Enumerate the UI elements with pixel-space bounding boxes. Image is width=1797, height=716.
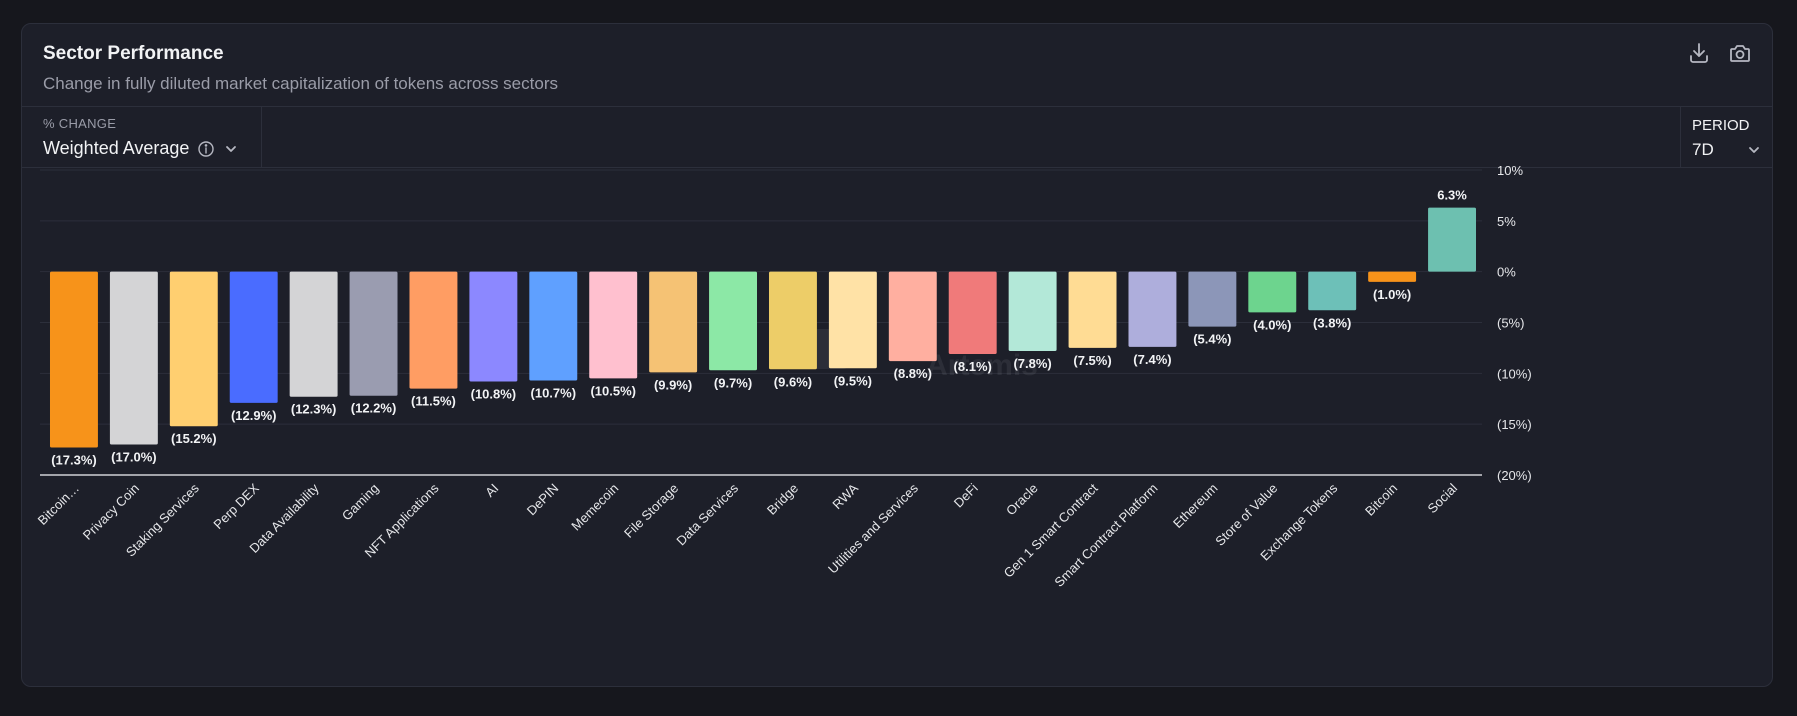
x-tick-label: Gaming [339, 481, 382, 524]
y-tick-label: 10% [1497, 163, 1523, 178]
bar-18[interactable] [1128, 271, 1177, 347]
data-label: (5.4%) [1193, 332, 1231, 347]
period-label: PERIOD [1692, 117, 1750, 134]
metric-label: % CHANGE [43, 116, 117, 131]
data-label: (9.9%) [654, 377, 692, 392]
data-label: (17.3%) [51, 453, 97, 468]
period-dropdown[interactable]: 7D [1692, 140, 1762, 160]
x-tick-label: DePIN [524, 481, 562, 519]
data-label: (10.5%) [590, 383, 636, 398]
data-label: (1.0%) [1373, 287, 1411, 302]
bar-9[interactable] [589, 271, 638, 379]
x-tick-label: Bitcoin [1362, 481, 1400, 519]
download-icon[interactable] [1686, 40, 1712, 66]
data-label: (9.6%) [774, 374, 812, 389]
data-label: (15.2%) [171, 431, 217, 446]
bars: (17.3%) (17.0%) (15.2%) (12.9%) (12.3%) (12.2… [49, 188, 1477, 468]
bar-21[interactable] [1308, 271, 1357, 311]
bar-19[interactable] [1188, 271, 1237, 327]
bar-6[interactable] [409, 271, 458, 389]
data-label: (8.8%) [894, 366, 932, 381]
chevron-down-icon[interactable] [223, 141, 239, 157]
x-tick-label: File Storage [621, 481, 681, 541]
x-tick-label: Bitcoin… [35, 481, 82, 528]
bar-8[interactable] [529, 271, 578, 381]
data-label: (7.4%) [1133, 352, 1171, 367]
y-axis-labels: 10% 5% 0% (5%) (10%) (15%) (20%) [1497, 163, 1532, 483]
bar-7[interactable] [469, 271, 518, 382]
metric-selector: % CHANGE Weighted Average [22, 107, 262, 167]
bar-17[interactable] [1068, 271, 1117, 348]
grid-lines [40, 169, 1482, 476]
y-tick-label: (15%) [1497, 417, 1532, 432]
bar-14[interactable] [888, 271, 937, 362]
y-tick-label: (5%) [1497, 316, 1524, 331]
data-label: (12.9%) [231, 408, 277, 423]
x-tick-label: Data Services [673, 480, 741, 548]
bar-3[interactable] [229, 271, 278, 403]
data-label: (9.7%) [714, 375, 752, 390]
camera-icon[interactable] [1727, 40, 1753, 66]
x-tick-label: Memecoin [568, 481, 621, 534]
data-label: (8.1%) [954, 359, 992, 374]
x-tick-label: Store of Value [1212, 481, 1280, 549]
x-tick-label: Oracle [1003, 481, 1041, 519]
card-subtitle: Change in fully diluted market capitaliz… [43, 74, 558, 93]
sector-performance-card: Sector Performance Change in fully dilut… [21, 23, 1773, 687]
bar-1[interactable] [109, 271, 158, 445]
bar-20[interactable] [1248, 271, 1297, 313]
bar-10[interactable] [649, 271, 698, 373]
data-label: (17.0%) [111, 450, 157, 465]
period-chevron-icon [1746, 142, 1762, 158]
watermark: Artemis [926, 349, 1038, 382]
data-label: (11.5%) [411, 394, 456, 409]
data-label: (12.2%) [351, 401, 397, 416]
period-value: 7D [1692, 140, 1714, 159]
x-tick-label: Bridge [764, 481, 801, 518]
bar-16[interactable] [1008, 271, 1057, 351]
metric-dropdown[interactable]: Weighted Average [43, 138, 239, 159]
data-label: (10.7%) [531, 385, 577, 400]
bar-11[interactable] [709, 271, 758, 371]
x-tick-label: AI [482, 481, 501, 500]
period-selector: PERIOD 7D [1680, 107, 1772, 167]
chart-controls: % CHANGE Weighted Average PERIOD 7D [22, 106, 1772, 168]
bar-chart: Artemis (17.3%) (17.0%) (15.2%) (12.9%) (12.… [35, 163, 1532, 590]
x-tick-label: Smart Contract Platform [1051, 481, 1160, 590]
x-tick-label: Ethereum [1170, 481, 1220, 531]
bar-5[interactable] [349, 271, 398, 396]
bar-23[interactable] [1428, 207, 1477, 272]
bar-2[interactable] [169, 271, 218, 427]
data-label: (7.8%) [1013, 356, 1051, 371]
data-label: (10.8%) [471, 386, 517, 401]
x-tick-label: Social [1425, 480, 1461, 516]
y-tick-label: 0% [1497, 265, 1516, 280]
bar-15[interactable] [948, 271, 997, 355]
metric-value: Weighted Average [43, 138, 190, 158]
bar-4[interactable] [289, 271, 338, 397]
bar-0[interactable] [49, 271, 98, 448]
bar-13[interactable] [828, 271, 877, 369]
data-label: (4.0%) [1253, 317, 1291, 332]
data-label: (12.3%) [291, 402, 337, 417]
data-label: (7.5%) [1073, 353, 1111, 368]
bar-12[interactable] [768, 271, 817, 370]
data-label: (3.8%) [1313, 315, 1351, 330]
card-title: Sector Performance [43, 43, 224, 64]
data-label: (9.5%) [834, 373, 872, 388]
info-icon[interactable] [197, 140, 215, 158]
x-tick-label: DeFi [951, 480, 981, 510]
bar-22[interactable] [1368, 271, 1417, 282]
y-tick-label: (20%) [1497, 468, 1532, 483]
x-tick-label: Privacy Coin [80, 481, 142, 543]
y-tick-label: 5% [1497, 214, 1516, 229]
x-tick-label: RWA [829, 480, 861, 512]
y-tick-label: (10%) [1497, 366, 1532, 381]
x-tick-label: Perp DEX [210, 480, 262, 532]
data-label: 6.3% [1437, 188, 1467, 203]
